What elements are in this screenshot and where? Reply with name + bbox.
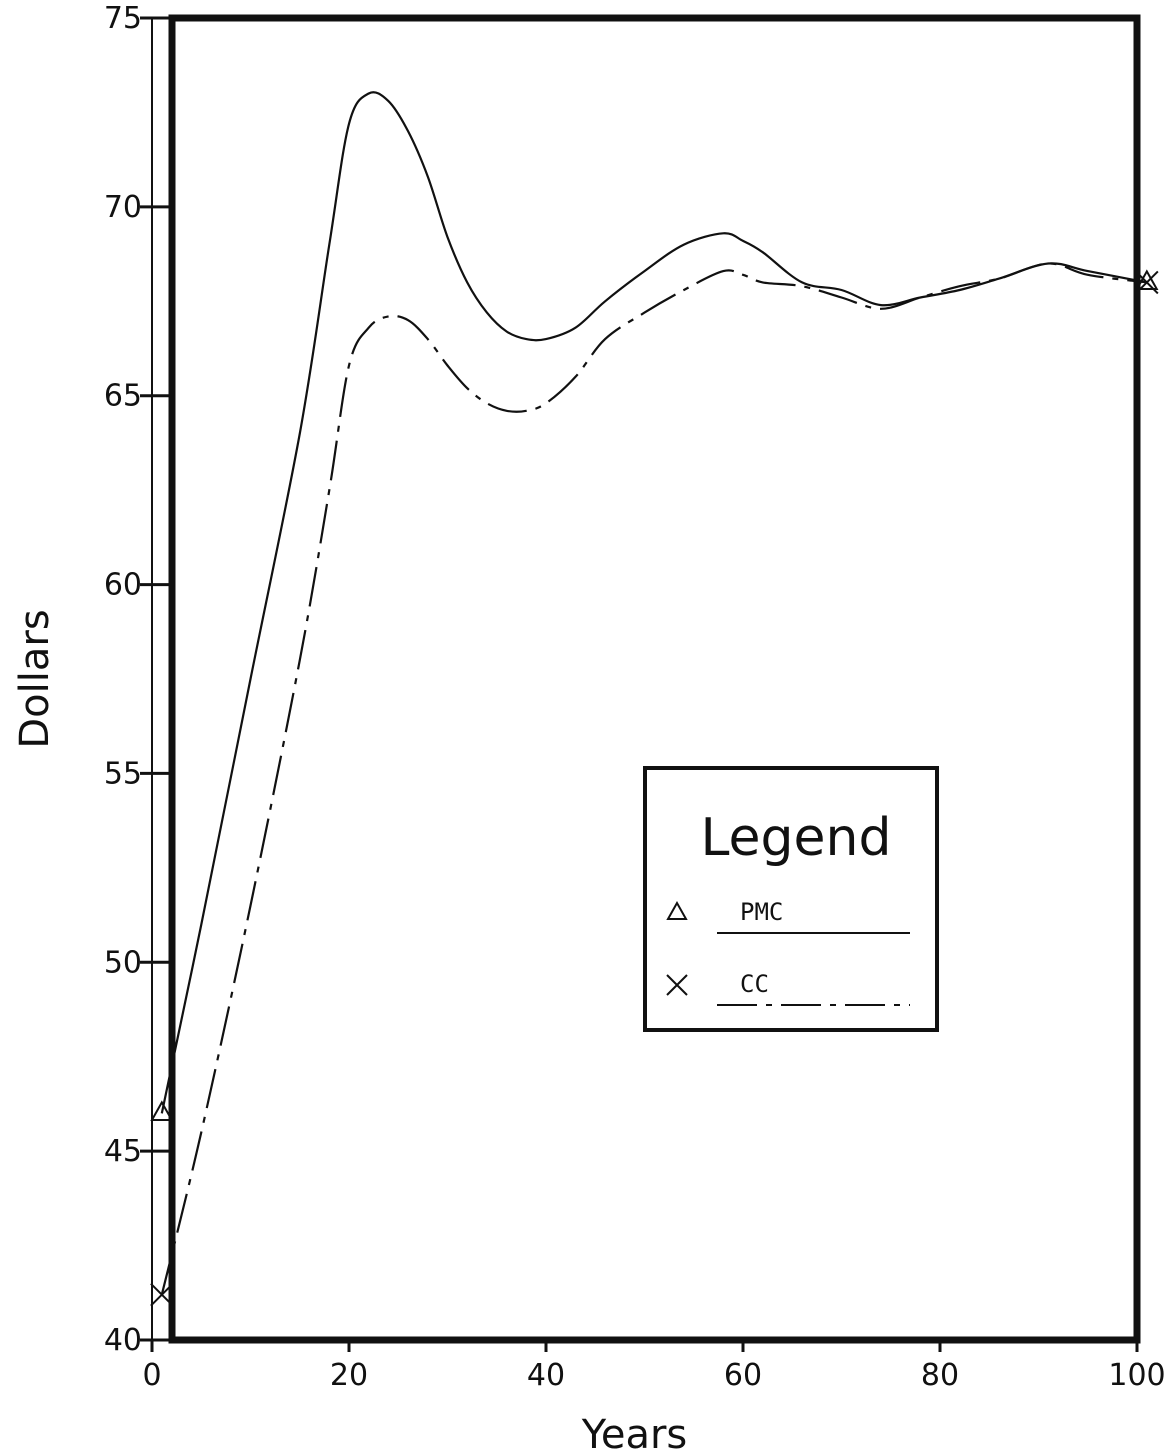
x-tick-label: 60	[724, 1358, 762, 1393]
legend-marker-pmc	[666, 900, 688, 920]
y-axis-title: Dollars	[12, 609, 58, 748]
y-tick-label: 40	[104, 1323, 142, 1358]
plot-frame	[168, 14, 1141, 1344]
x-axis-title: Years	[581, 1412, 688, 1456]
series-line-cc	[160, 262, 1147, 1295]
x-tick-label: 100	[1108, 1358, 1165, 1393]
axes-layer: 0 20 40 60 80 100 40 45 50 55 60 65 70 75 Years Dollars	[12, 1, 1166, 1456]
x-tick-label: 0	[142, 1358, 161, 1393]
series-line-pmc	[160, 91, 1148, 1114]
y-tick-label: 75	[104, 1, 142, 36]
y-tick-label: 60	[104, 568, 142, 603]
point-pmc-end	[1135, 269, 1159, 290]
point-pmc-start	[150, 1100, 174, 1121]
legend-title: Legend	[700, 808, 891, 868]
series-layer	[150, 91, 1159, 1307]
y-tick-label: 65	[104, 379, 142, 414]
x-marker-stroke	[666, 974, 688, 996]
y-tick-label: 70	[104, 190, 142, 225]
y-tick-label: 50	[104, 945, 142, 980]
y-tick-label: 45	[104, 1134, 142, 1169]
legend-marker-cc	[666, 974, 688, 996]
x-tick-label: 40	[527, 1358, 565, 1393]
x-tick-label: 80	[921, 1358, 959, 1393]
legend-label-cc: CC	[740, 970, 769, 998]
legend-box	[643, 766, 939, 1032]
series-pmc	[150, 91, 1159, 1121]
legend-label-pmc: PMC	[740, 898, 783, 926]
legend: Legend PMC CC	[643, 766, 939, 1032]
y-tick-label: 55	[104, 756, 142, 791]
x-tick-label: 20	[330, 1358, 368, 1393]
